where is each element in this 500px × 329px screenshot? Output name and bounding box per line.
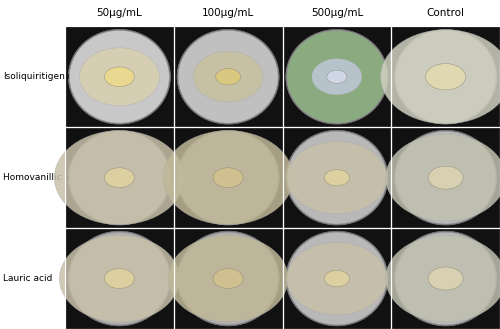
Bar [391,26,500,127]
Ellipse shape [327,70,347,83]
Text: 500μg/mL: 500μg/mL [311,8,363,18]
Bar [65,26,174,127]
Ellipse shape [178,30,278,123]
Bar [391,26,500,127]
Ellipse shape [324,169,349,186]
Ellipse shape [394,29,496,124]
Ellipse shape [163,131,293,225]
Bar [391,127,500,228]
Ellipse shape [286,29,388,124]
Ellipse shape [54,131,184,225]
Text: 100μg/mL: 100μg/mL [202,8,254,18]
Bar [282,127,391,228]
Bar [391,228,500,329]
Ellipse shape [386,235,500,322]
Ellipse shape [394,130,496,225]
Ellipse shape [286,130,388,225]
Bar [174,26,282,127]
Bar [65,26,174,127]
Ellipse shape [60,235,180,322]
Ellipse shape [426,63,466,90]
Bar [174,228,282,329]
Text: 50μg/mL: 50μg/mL [96,8,142,18]
Text: Homovanillic acid: Homovanillic acid [4,173,84,182]
Ellipse shape [178,232,278,325]
Bar [65,127,174,228]
Ellipse shape [396,232,496,325]
Ellipse shape [104,67,134,87]
Ellipse shape [396,30,496,123]
Ellipse shape [68,29,170,124]
Ellipse shape [312,59,362,95]
Bar [391,127,500,228]
Ellipse shape [104,269,134,289]
Ellipse shape [396,131,496,224]
Ellipse shape [80,48,160,106]
Text: Lauric acid: Lauric acid [4,274,52,283]
Ellipse shape [177,130,279,225]
Bar [282,26,391,127]
Bar [174,228,282,329]
Bar [174,127,282,228]
Ellipse shape [380,30,500,124]
Ellipse shape [286,231,388,326]
Ellipse shape [287,30,387,123]
Bar [282,127,391,228]
Ellipse shape [168,235,288,322]
Ellipse shape [70,30,170,123]
Ellipse shape [213,269,243,289]
Ellipse shape [104,168,134,188]
Ellipse shape [68,130,170,225]
Ellipse shape [177,29,279,124]
Ellipse shape [213,168,243,188]
Ellipse shape [428,166,463,189]
Ellipse shape [287,242,387,315]
Bar [65,228,174,329]
Bar [65,228,174,329]
Ellipse shape [70,131,170,224]
Ellipse shape [193,51,263,102]
Ellipse shape [287,131,387,224]
Ellipse shape [70,232,170,325]
Bar [282,228,391,329]
Ellipse shape [394,231,496,326]
Ellipse shape [178,131,278,224]
Bar [282,228,391,329]
Ellipse shape [324,270,349,287]
Bar [174,26,282,127]
Ellipse shape [428,267,463,290]
Bar [174,127,282,228]
Ellipse shape [216,68,240,85]
Ellipse shape [68,231,170,326]
Ellipse shape [287,141,387,214]
Ellipse shape [386,134,500,221]
Bar [282,26,391,127]
Ellipse shape [287,232,387,325]
Text: Control: Control [426,8,465,18]
Bar [391,228,500,329]
Text: Isoliquiritigenin: Isoliquiritigenin [4,72,73,81]
Ellipse shape [177,231,279,326]
Bar [65,127,174,228]
